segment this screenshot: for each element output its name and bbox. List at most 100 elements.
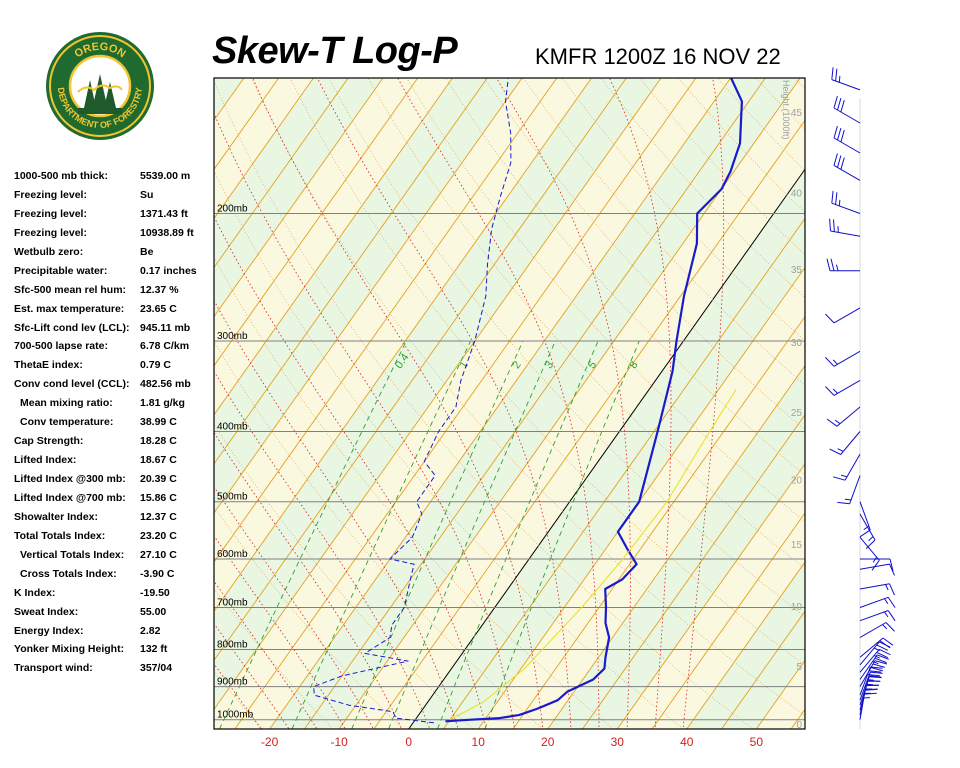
height-tick-label: 40 (791, 188, 803, 199)
mixing-ratio-label: 1 (458, 359, 471, 371)
index-label: Energy Index: (14, 624, 84, 637)
index-value: -3.90 C (140, 567, 175, 580)
index-value: 1.81 g/kg (140, 397, 185, 410)
height-tick-label: 45 (791, 108, 803, 119)
index-value: 482.56 mb (140, 378, 191, 391)
wind-barb (859, 563, 895, 576)
index-label: Total Totals Index: (14, 529, 106, 542)
index-value: 27.10 C (140, 548, 177, 561)
index-value: 18.28 C (140, 435, 177, 448)
index-label: Lifted Index @700 mb: (14, 491, 126, 504)
index-row: Freezing level: 1371.43 ft (14, 206, 210, 225)
index-row: Lifted Index @700 mb: 15.86 C (14, 490, 210, 509)
dry-adiabat-line (214, 170, 684, 729)
wind-barb (833, 125, 861, 154)
temperature-tick-label: 20 (541, 735, 555, 749)
mixing-ratio-label: 2 (510, 359, 523, 371)
index-label: Yonker Mixing Height: (14, 643, 125, 656)
index-label: 700-500 lapse rate: (14, 340, 108, 353)
isobar-label: 900mb (217, 677, 248, 688)
index-label: Precipitable water: (14, 264, 108, 277)
height-tick-label: 30 (791, 338, 803, 349)
isotherm-line (616, 463, 805, 729)
index-value: 0.17 inches (140, 264, 197, 277)
index-label: 1000-500 mb thick: (14, 170, 108, 182)
isotherm-band (214, 78, 731, 729)
index-label: Showalter Index: (14, 510, 99, 523)
index-value: 12.37 C (140, 510, 177, 523)
index-row: Cross Totals Index: -3.90 C (14, 566, 210, 585)
dry-adiabat-line (328, 78, 805, 617)
mixing-ratio-line (291, 340, 472, 729)
wind-barb (859, 622, 895, 638)
index-row: Sweat Index: 55.00 (14, 604, 210, 623)
stability-indices-panel: 1000-500 mb thick: 5539.00 m Freezing leve… (14, 168, 210, 679)
dry-adiabat-line (214, 256, 614, 729)
index-label: Freezing level: (14, 226, 87, 239)
index-label: Conv temperature: (20, 416, 114, 429)
isotherm-line (477, 266, 805, 729)
wind-barb (832, 454, 861, 481)
moist-adiabat-line (609, 78, 672, 729)
dry-adiabat-line (214, 340, 544, 729)
wind-barb (833, 95, 861, 124)
index-row: Freezing level: 10938.89 ft (14, 225, 210, 244)
wind-barb (825, 379, 861, 396)
index-row: Mean mixing ratio: 1.81 g/kg (14, 395, 210, 414)
isobar-label: 1000mb (217, 710, 254, 721)
isotherm-line (512, 315, 805, 729)
isotherm-line (214, 78, 558, 563)
dewpoint-profile (313, 78, 512, 724)
wind-barb (859, 610, 896, 622)
index-label: Wetbulb zero: (14, 245, 84, 258)
height-tick-label: 10 (791, 602, 803, 613)
isotherm-line (214, 78, 349, 269)
isotherm-line (269, 78, 731, 729)
moist-adiabat-line (214, 299, 459, 729)
index-value: 1371.43 ft (140, 207, 188, 220)
wind-barb (859, 596, 896, 608)
chart-title: Skew-T Log-P (212, 30, 458, 72)
height-tick-label: 0 (796, 720, 802, 731)
logo-top-text: OREGON (72, 41, 127, 61)
moist-adiabat-line (214, 486, 374, 729)
wind-barb (859, 676, 882, 706)
index-label: Lifted Index: (14, 454, 77, 467)
dry-adiabat-line (214, 506, 403, 729)
isotherm-line (582, 414, 805, 729)
index-value: 2.82 (140, 624, 161, 637)
dry-adiabat-line (214, 588, 333, 729)
index-row: Showalter Index: 12.37 C (14, 509, 210, 528)
isotherm-line (214, 78, 314, 220)
index-value: 132 ft (140, 643, 168, 656)
index-label: Cap Strength: (14, 435, 84, 448)
height-tick-label: 15 (791, 540, 803, 551)
index-row: Transport wind: 357/04 (14, 660, 210, 679)
isotherm-line (234, 78, 697, 729)
isotherm-band (339, 78, 805, 729)
isotherm-line (686, 561, 805, 729)
index-row: ThetaE index: 0.79 C (14, 357, 210, 376)
temperature-tick-label: -10 (330, 735, 348, 749)
index-value: 15.86 C (140, 491, 177, 504)
wind-barb (837, 475, 861, 505)
index-value: 12.37 % (140, 283, 179, 296)
index-row: Yonker Mixing Height: 132 ft (14, 641, 210, 660)
index-row: Precipitable water: 0.17 inches (14, 263, 210, 282)
index-row: Sfc-Lift cond lev (LCL): 945.11 mb (14, 320, 210, 339)
index-row: 700-500 lapse rate: 6.78 C/km (14, 338, 210, 357)
wind-barb (859, 637, 894, 658)
wind-barb (825, 307, 861, 324)
temperature-tick-label: 0 (405, 735, 412, 749)
index-row: Total Totals Index: 23.20 C (14, 528, 210, 547)
index-value: 20.39 C (140, 473, 177, 485)
index-label: Sfc-Lift cond lev (LCL): (14, 321, 130, 334)
tree-icon (77, 74, 123, 114)
temperature-tick-label: 30 (611, 735, 625, 749)
index-row: K Index: -19.50 (14, 585, 210, 604)
index-value: 6.78 C/km (140, 340, 190, 353)
isotherm-line (214, 78, 419, 367)
wind-barb (859, 671, 883, 701)
mixing-ratio-label: 3 (543, 359, 556, 371)
